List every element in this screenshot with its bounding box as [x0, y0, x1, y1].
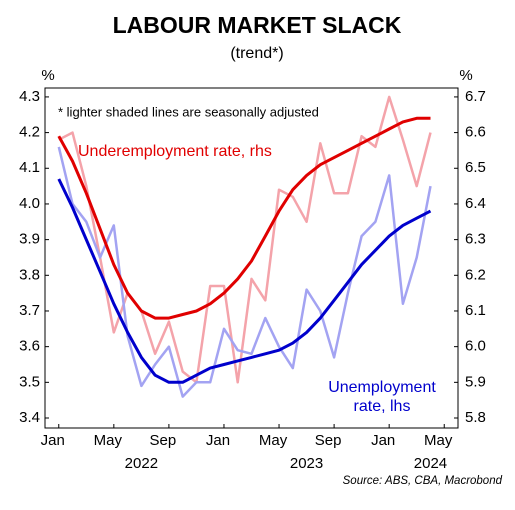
- series-annotation: Underemployment rate, rhs: [78, 143, 272, 160]
- y-tick-label: 4.2: [19, 124, 40, 141]
- x-tick-label: May: [424, 432, 453, 449]
- y2-tick-label: 6.6: [465, 124, 486, 141]
- y2-tick-label: 5.9: [465, 373, 486, 390]
- x-tick-label: Sep: [315, 432, 342, 449]
- y2-tick-label: 6.4: [465, 195, 486, 212]
- series-annotation: Unemployment: [328, 379, 436, 396]
- y-tick-label: 4.0: [19, 195, 40, 212]
- note: * lighter shaded lines are seasonally ad…: [58, 104, 319, 119]
- year-label: 2024: [414, 455, 447, 472]
- y2-tick-label: 6.3: [465, 231, 486, 248]
- x-tick-label: Jan: [206, 432, 230, 449]
- x-tick-label: Jan: [371, 432, 395, 449]
- y-tick-label: 3.7: [19, 302, 40, 319]
- y-tick-label: 4.3: [19, 88, 40, 105]
- y-tick-label: 3.4: [19, 409, 40, 426]
- plot-frame: [44, 87, 459, 429]
- y-tick-label: 3.9: [19, 231, 40, 248]
- series-annotation: rate, lhs: [354, 398, 411, 415]
- x-tick-label: Jan: [41, 432, 65, 449]
- year-label: 2022: [125, 455, 158, 472]
- y2-tick-label: 6.7: [465, 88, 486, 105]
- y-tick-label: 3.6: [19, 338, 40, 355]
- y2-tick-label: 5.8: [465, 409, 486, 426]
- y2-unit: %: [459, 67, 472, 84]
- y-unit: %: [41, 67, 54, 84]
- x-tick-label: May: [94, 432, 123, 449]
- y2-tick-label: 6.0: [465, 338, 486, 355]
- series-line: [57, 178, 432, 384]
- y-tick-label: 3.8: [19, 266, 40, 283]
- chart-title: LABOUR MARKET SLACK: [113, 12, 402, 38]
- year-label: 2023: [290, 455, 323, 472]
- y2-tick-label: 6.5: [465, 159, 486, 176]
- y2-tick-label: 6.2: [465, 266, 486, 283]
- source: Source: ABS, CBA, Macrobond: [343, 475, 503, 487]
- chart-subtitle: (trend*): [230, 45, 283, 62]
- y-tick-label: 4.1: [19, 159, 40, 176]
- y-tick-label: 3.5: [19, 373, 40, 390]
- x-tick-label: May: [259, 432, 288, 449]
- series-line: [57, 116, 431, 320]
- y2-tick-label: 6.1: [465, 302, 486, 319]
- x-tick-label: Sep: [150, 432, 177, 449]
- series-line: [58, 95, 432, 384]
